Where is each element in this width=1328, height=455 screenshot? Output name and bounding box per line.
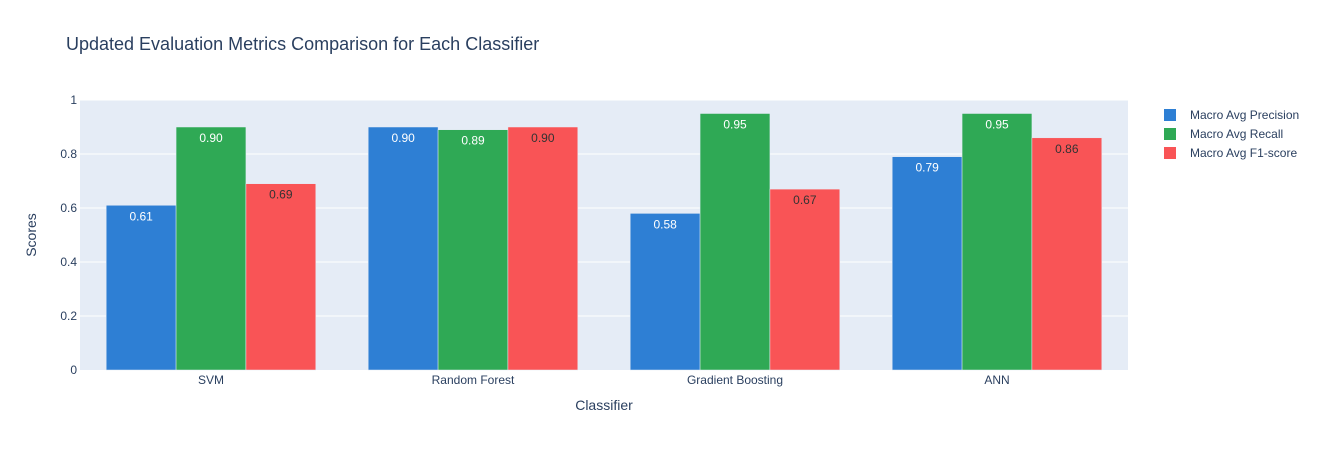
- bar-macro-avg-f1-score-svm[interactable]: [245, 183, 317, 371]
- bar-value-label: 0.89: [461, 134, 485, 148]
- y-axis-title: Scores: [23, 213, 39, 257]
- bar-value-label: 0.86: [1055, 142, 1079, 156]
- x-axis-ticks: SVM Random Forest Gradient Boosting ANN: [198, 373, 1010, 387]
- bar-value-label: 0.90: [391, 131, 415, 145]
- bar-value-label: 0.95: [723, 118, 747, 132]
- y-tick-label: 1: [70, 93, 77, 107]
- bar-macro-avg-precision-ann[interactable]: [891, 156, 963, 371]
- x-tick-label: SVM: [198, 373, 224, 387]
- legend-label: Macro Avg F1-score: [1190, 146, 1297, 160]
- bars: [105, 113, 1103, 371]
- y-tick-label: 0: [70, 363, 77, 377]
- bar-value-label: 0.95: [985, 118, 1009, 132]
- legend-label: Macro Avg Precision: [1190, 108, 1299, 122]
- legend[interactable]: Macro Avg Precision Macro Avg Recall Macro…: [1164, 108, 1299, 160]
- bar-macro-avg-recall-random-forest[interactable]: [437, 129, 509, 371]
- bar-value-label: 0.61: [129, 209, 153, 223]
- y-tick-label: 0.2: [60, 309, 77, 323]
- bar-value-label: 0.67: [793, 193, 817, 207]
- legend-item[interactable]: Macro Avg Recall: [1164, 127, 1283, 141]
- y-tick-label: 0.8: [60, 147, 77, 161]
- bar-macro-avg-recall-gradient-boosting[interactable]: [699, 113, 771, 371]
- bar-value-label: 0.69: [269, 188, 293, 202]
- y-tick-label: 0.4: [60, 255, 77, 269]
- data-labels: 0.61 0.90 0.69 0.90 0.89 0.90 0.58 0.95 0.67 0.79…: [129, 118, 1078, 232]
- bar-value-label: 0.79: [915, 161, 939, 175]
- bar-value-label: 0.90: [531, 131, 555, 145]
- bar-macro-avg-recall-ann[interactable]: [961, 113, 1033, 371]
- legend-item[interactable]: Macro Avg F1-score: [1164, 146, 1297, 160]
- bar-macro-avg-f1-score-random-forest[interactable]: [507, 126, 579, 371]
- chart-title: Updated Evaluation Metrics Comparison fo…: [66, 34, 539, 54]
- bar-macro-avg-f1-score-ann[interactable]: [1031, 137, 1103, 371]
- x-tick-label: Gradient Boosting: [687, 373, 783, 387]
- x-axis-title: Classifier: [575, 397, 633, 413]
- bar-macro-avg-f1-score-gradient-boosting[interactable]: [769, 188, 841, 371]
- legend-label: Macro Avg Recall: [1190, 127, 1283, 141]
- legend-swatch: [1164, 147, 1176, 159]
- y-axis-ticks: 0 0.2 0.4 0.6 0.8 1: [60, 93, 77, 377]
- bar-macro-avg-precision-random-forest[interactable]: [367, 126, 439, 371]
- legend-item[interactable]: Macro Avg Precision: [1164, 108, 1299, 122]
- y-tick-label: 0.6: [60, 201, 77, 215]
- bar-macro-avg-recall-svm[interactable]: [175, 126, 247, 371]
- legend-swatch: [1164, 109, 1176, 121]
- x-tick-label: ANN: [984, 373, 1009, 387]
- legend-swatch: [1164, 128, 1176, 140]
- bar-macro-avg-precision-svm[interactable]: [105, 205, 177, 371]
- bar-value-label: 0.90: [199, 131, 223, 145]
- x-tick-label: Random Forest: [432, 373, 515, 387]
- bar-macro-avg-precision-gradient-boosting[interactable]: [629, 213, 701, 371]
- bar-value-label: 0.58: [653, 217, 677, 231]
